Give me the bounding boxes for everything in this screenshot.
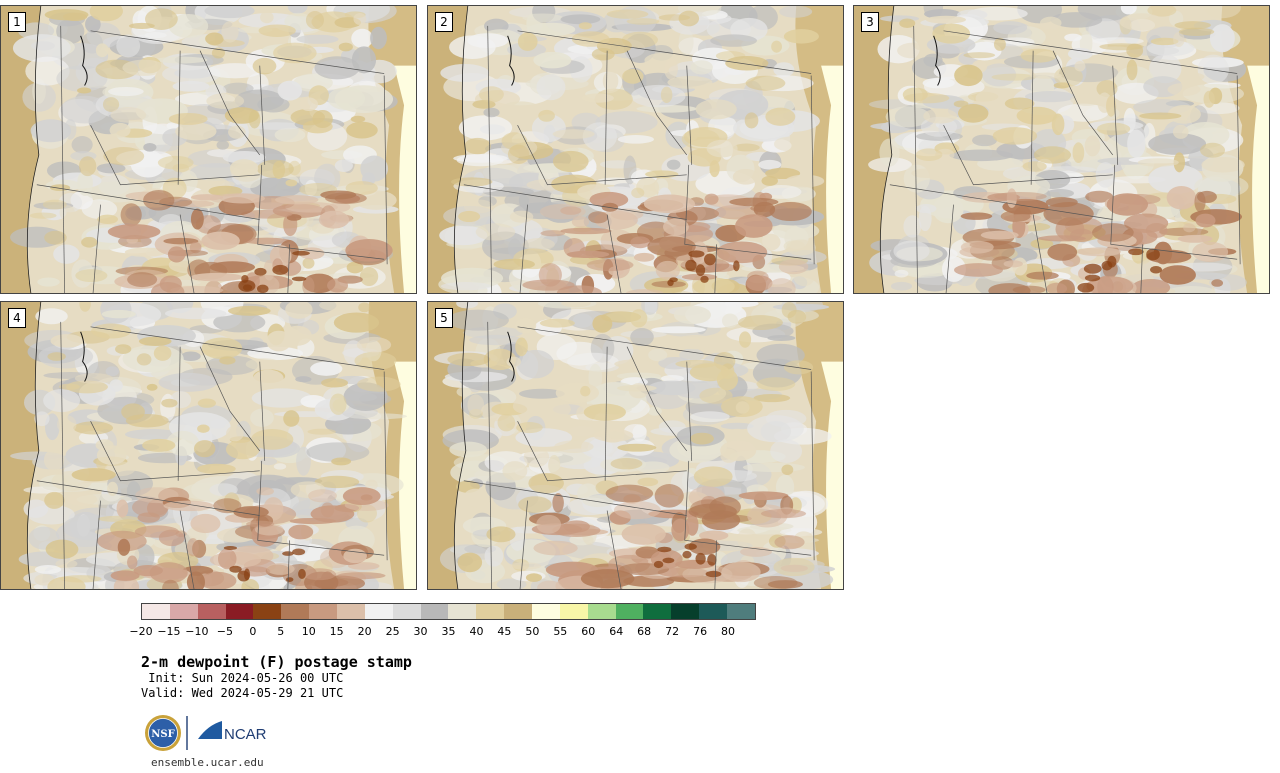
dewpoint-map	[1, 6, 416, 293]
colorbar-swatch	[197, 604, 226, 619]
colorbar-tick-label: −20	[129, 625, 153, 638]
colorbar-tick-label: 40	[469, 625, 484, 638]
colorbar-tick-label: 80	[721, 625, 736, 638]
nsf-ncar-logos: NSF NCAR	[145, 715, 267, 751]
panel-number: 5	[435, 308, 453, 328]
colorbar-swatch	[532, 604, 560, 619]
colorbar-swatch	[643, 604, 672, 619]
panel-number: 1	[8, 12, 26, 32]
colorbar-swatch	[587, 604, 616, 619]
colorbar	[141, 603, 756, 620]
nsf-logo-text: NSF	[151, 729, 174, 740]
colorbar-swatch	[281, 604, 310, 619]
colorbar-tick-label: 60	[581, 625, 596, 638]
dewpoint-map	[428, 6, 843, 293]
colorbar-tick-label: −10	[185, 625, 209, 638]
init-time: Init: Sun 2024-05-26 00 UTC	[141, 671, 344, 685]
colorbar-swatch	[309, 604, 338, 619]
valid-time: Valid: Wed 2024-05-29 21 UTC	[141, 686, 344, 700]
map-panel-3: 3	[853, 5, 1270, 294]
colorbar-swatch	[559, 604, 588, 619]
map-panel-5: 5	[427, 301, 844, 590]
colorbar-tick-label: −15	[157, 625, 181, 638]
colorbar-swatch	[448, 604, 477, 619]
colorbar-swatch	[337, 604, 365, 619]
colorbar-swatch	[727, 604, 755, 619]
colorbar-tick-label: 30	[413, 625, 428, 638]
colorbar-tick-label: 76	[693, 625, 708, 638]
colorbar-swatch	[253, 604, 282, 619]
dewpoint-map	[854, 6, 1269, 293]
ncar-logo-icon: NCAR	[198, 721, 267, 743]
colorbar-tick-label: 50	[525, 625, 540, 638]
colorbar-tick-label: 45	[497, 625, 512, 638]
colorbar-swatch	[392, 604, 421, 619]
colorbar-tick-label: 20	[357, 625, 372, 638]
plot-title: 2-m dewpoint (F) postage stamp	[141, 653, 412, 671]
panel-number: 4	[8, 308, 26, 328]
colorbar-tick-label: 5	[277, 625, 285, 638]
colorbar-swatch	[671, 604, 700, 619]
site-url: ensemble.ucar.edu	[151, 756, 264, 769]
colorbar-tick-label: 72	[665, 625, 680, 638]
colorbar-swatch	[225, 604, 254, 619]
colorbar-swatch	[142, 604, 170, 619]
colorbar-swatch	[420, 604, 449, 619]
map-panel-1: 1	[0, 5, 417, 294]
colorbar-swatch	[364, 604, 393, 619]
colorbar-tick-label: 68	[637, 625, 652, 638]
colorbar-tick-label: 35	[441, 625, 456, 638]
panel-number: 3	[861, 12, 879, 32]
colorbar-tick-labels: −20 −15 −10 −5 0 5 10 15 20 25 30 35 40 45 50 55 60 64 68 7…	[129, 625, 756, 639]
map-panel-4: 4	[0, 301, 417, 590]
colorbar-swatch	[615, 604, 644, 619]
colorbar-swatch	[504, 604, 533, 619]
colorbar-tick-label: 64	[609, 625, 624, 638]
panel-number: 2	[435, 12, 453, 32]
colorbar-tick-label: 25	[385, 625, 400, 638]
colorbar-swatch	[699, 604, 728, 619]
map-panel-2: 2	[427, 5, 844, 294]
colorbar-tick-label: −5	[216, 625, 233, 638]
dewpoint-map	[428, 302, 843, 589]
nsf-logo-icon: NSF	[145, 715, 181, 751]
colorbar-tick-label: 15	[329, 625, 344, 638]
ncar-logo-text: NCAR	[224, 726, 267, 743]
colorbar-swatch	[169, 604, 198, 619]
colorbar-swatch	[476, 604, 505, 619]
colorbar-tick-label: 55	[553, 625, 568, 638]
colorbar-tick-label: 10	[301, 625, 316, 638]
colorbar-tick-label: 0	[249, 625, 257, 638]
dewpoint-map	[1, 302, 416, 589]
